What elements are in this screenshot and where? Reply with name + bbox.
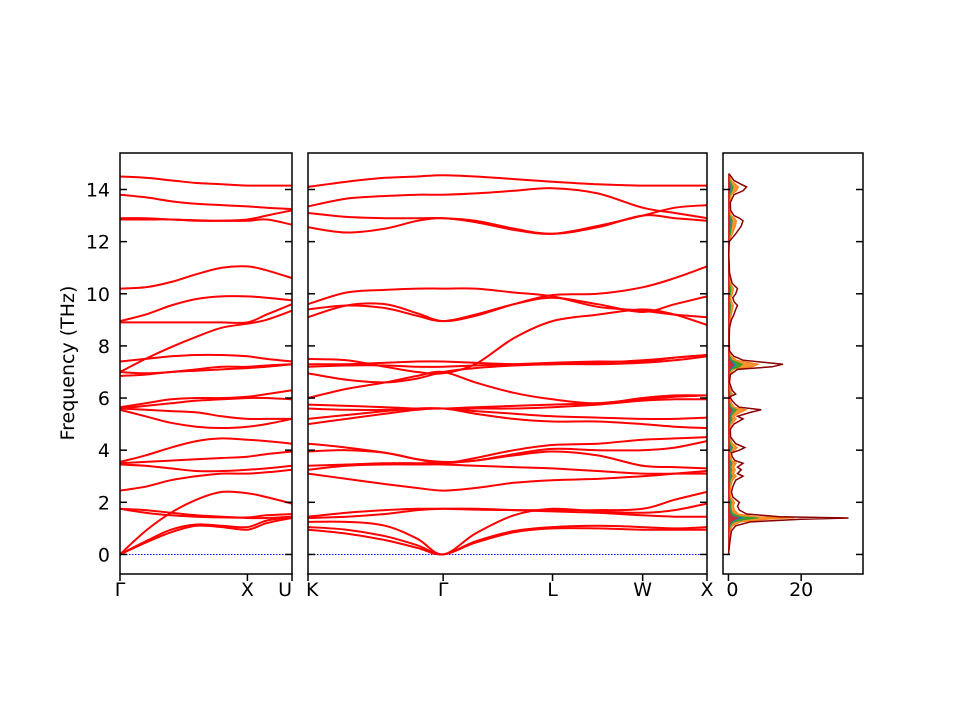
partial-dos-area: [727, 173, 740, 555]
y-tick-label: 8: [98, 336, 110, 358]
y-tick-label: 6: [98, 388, 110, 410]
phonon-band-line: [308, 394, 707, 410]
phonon-band-line: [120, 437, 292, 463]
y-axis-label: Frequency (THz): [57, 286, 79, 441]
phonon-band-line: [120, 363, 292, 375]
phonon-band-line: [120, 517, 292, 556]
phonon-band-line: [308, 407, 707, 421]
x-tick-label: U: [278, 579, 292, 601]
phonon-band-line: [120, 309, 292, 373]
phonon-band-line: [308, 527, 707, 556]
phonon-band-line: [308, 308, 707, 375]
x-tick-label: K: [306, 579, 319, 601]
phonon-band-line: [308, 265, 707, 323]
x-tick-label: Γ: [438, 579, 449, 601]
phonon-band-line: [308, 440, 707, 463]
phonon-band-line: [120, 303, 292, 324]
x-tick-label: 20: [789, 579, 813, 601]
phonon-band-line: [120, 363, 292, 377]
x-tick-label: L: [547, 579, 558, 601]
phonon-band-line: [308, 355, 707, 384]
y-tick-label: 4: [98, 440, 110, 462]
phonon-band-line: [120, 209, 292, 222]
phonon-band-line: [308, 287, 707, 319]
phonon-band-line: [120, 353, 292, 363]
phonon-band-line: [308, 398, 707, 411]
phonon-band-line: [120, 265, 292, 290]
phonon-band-line: [308, 187, 707, 220]
y-tick-label: 10: [86, 284, 110, 306]
phonon-band-line: [120, 396, 292, 410]
phonon-band-line: [308, 407, 707, 429]
x-tick-label: 0: [726, 579, 738, 601]
phonon-band-line: [308, 470, 707, 492]
total-dos-line: [727, 173, 849, 555]
phonon-band-line: [308, 463, 707, 475]
dos-panel: 0 20: [722, 152, 864, 601]
phonon-band-line: [120, 507, 292, 519]
band-panel-1: 0 2 4 6 8 10 12 14 Γ X U: [86, 152, 293, 601]
x-tick-label: Γ: [115, 579, 126, 601]
phonon-band-line: [308, 490, 707, 518]
phonon-band-line: [308, 354, 707, 368]
y-tick-label: 14: [86, 179, 110, 201]
x-tick-label: X: [241, 579, 254, 601]
phonon-band-line: [120, 408, 292, 430]
panel-frame: [119, 152, 293, 575]
phonon-band-line: [308, 502, 707, 556]
phonon-band-line: [120, 515, 292, 556]
phonon-band-line: [308, 212, 707, 235]
x-tick-label: X: [700, 579, 713, 601]
panel-frame: [307, 152, 708, 575]
y-tick-label: 12: [86, 232, 110, 254]
phonon-band-line: [120, 490, 292, 556]
y-tick-label: 0: [98, 544, 110, 566]
phonon-band-line: [120, 407, 292, 421]
phonon-band-line: [120, 193, 292, 210]
phonon-band-line: [120, 463, 292, 473]
phonon-band-line: [308, 354, 707, 366]
phonon-band-line: [120, 175, 292, 187]
phonon-band-line: [120, 507, 292, 520]
phonon-band-line: [120, 295, 292, 323]
phonon-band-line: [308, 524, 707, 556]
y-axis-label-group: Frequency (THz): [57, 286, 79, 441]
phonon-band-line: [120, 468, 292, 492]
phonon-band-line: [308, 174, 707, 188]
panel-frame: [722, 152, 864, 575]
x-tick-label: W: [633, 579, 652, 601]
phonon-band-line: [120, 450, 292, 465]
y-tick-label: 2: [98, 492, 110, 514]
phonon-band-line: [120, 389, 292, 409]
